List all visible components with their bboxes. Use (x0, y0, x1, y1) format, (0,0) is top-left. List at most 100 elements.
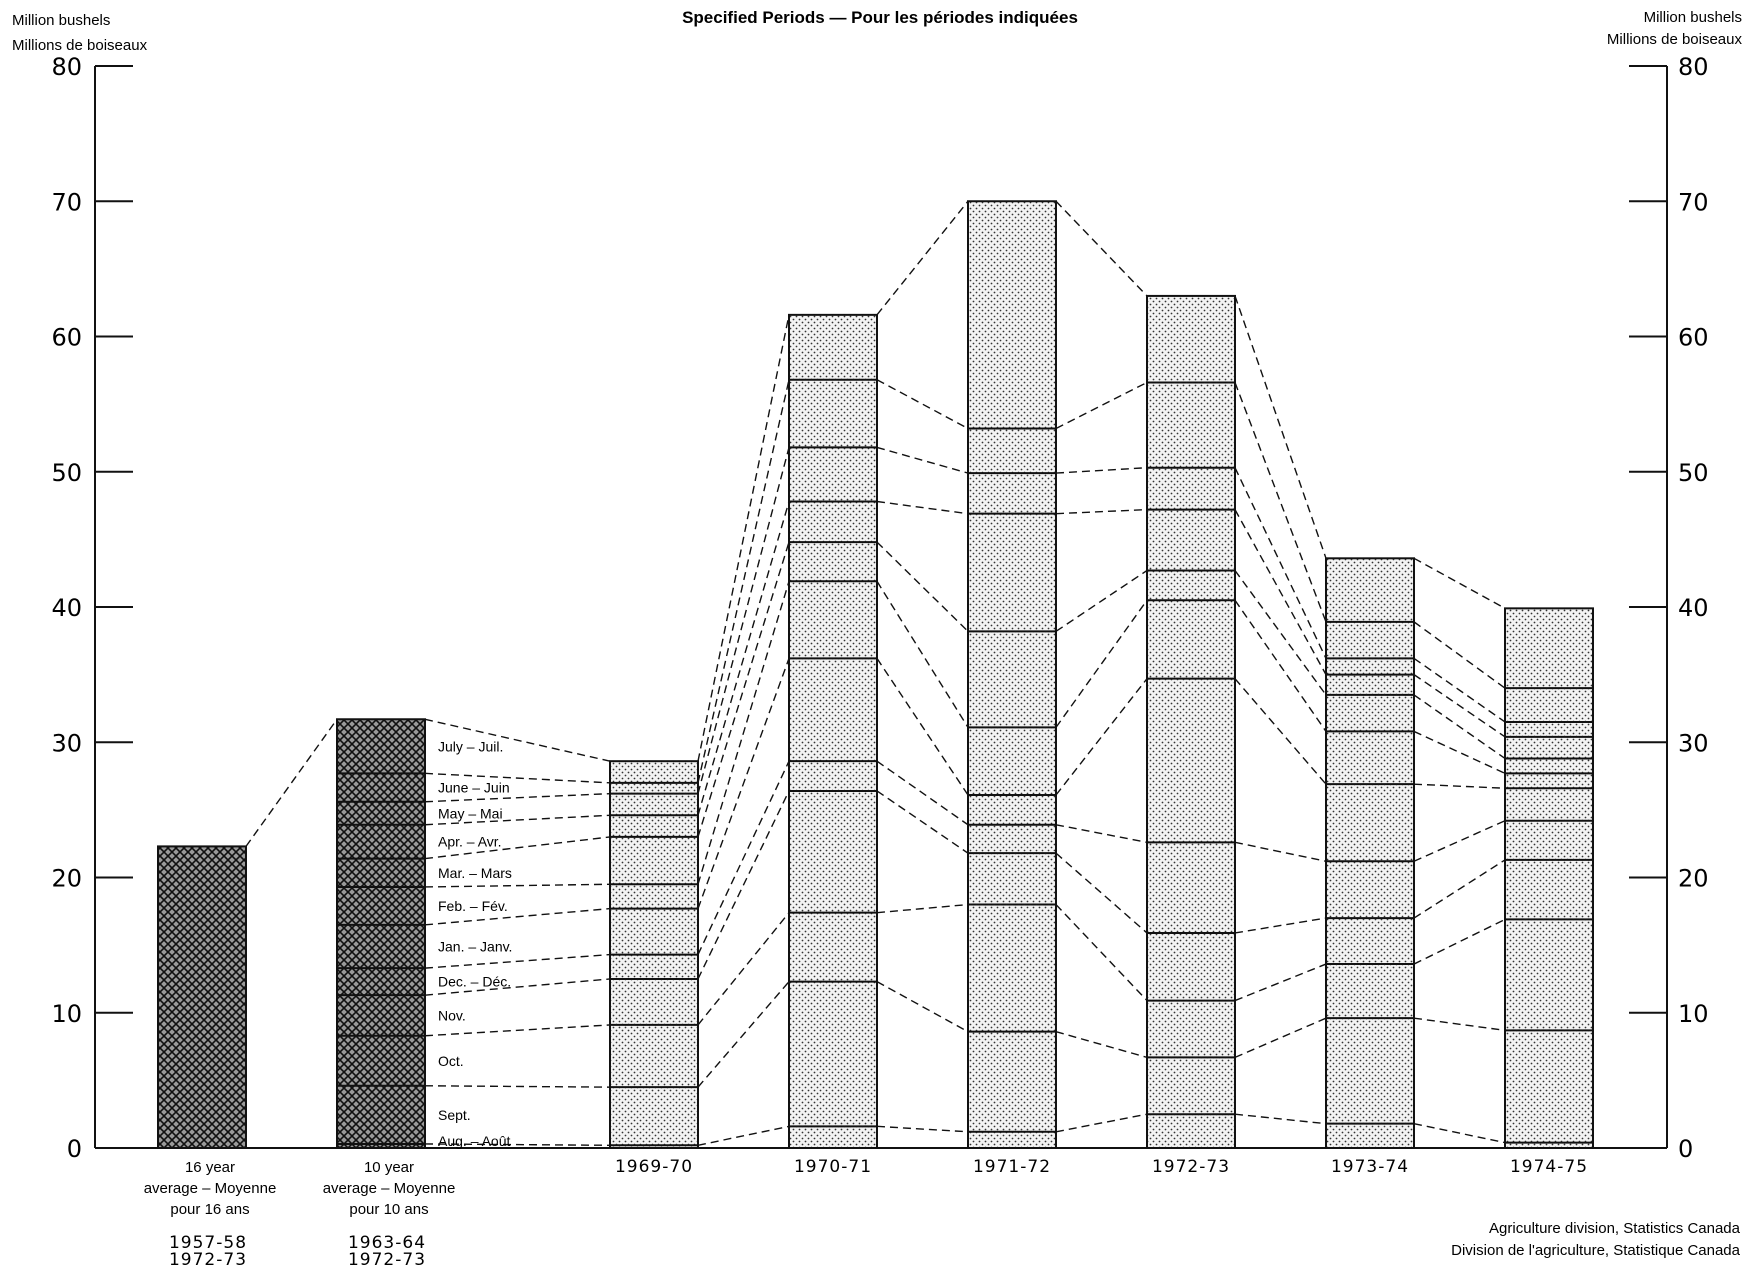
connector-line (697, 1125, 790, 1146)
bars (157, 200, 1594, 1150)
category-labels: 16 year average – Moyenne pour 16 ans 1957-… (144, 1157, 1588, 1269)
bar (967, 200, 1057, 1149)
category-period: 1957-58 (169, 1233, 247, 1253)
category-period: 1972-73 (169, 1250, 247, 1269)
connector-line (697, 447, 790, 794)
connector-line (1234, 1017, 1327, 1059)
connector-line (697, 541, 790, 838)
connector-line (876, 580, 969, 728)
category-label: 16 year (185, 1159, 235, 1176)
connector-line (697, 501, 790, 816)
bar (157, 845, 247, 1150)
connector-line (1234, 1113, 1327, 1125)
connector-line (1413, 820, 1506, 862)
right-tick-label: 60 (1678, 324, 1709, 352)
bar (788, 313, 878, 1149)
month-label: Nov. (438, 1007, 466, 1023)
connector-line (697, 790, 790, 980)
connector-line (1413, 657, 1506, 723)
connector-line (245, 718, 338, 847)
connector-line (424, 792, 611, 803)
left-tick-label: 50 (51, 459, 82, 487)
category-period: 1972-73 (348, 1250, 426, 1269)
right-tick-label: 30 (1678, 729, 1709, 757)
connector-line (697, 581, 790, 885)
connector-line (1055, 1031, 1148, 1059)
left-tick-label: 0 (67, 1135, 82, 1163)
connector-line (876, 500, 969, 515)
source-credit-fr: Division de l'agriculture, Statistique C… (1451, 1242, 1741, 1259)
connector-line (1413, 557, 1506, 609)
month-label: July – Juil. (438, 738, 503, 754)
category-period: 1963-64 (348, 1233, 426, 1253)
connector-line (876, 446, 969, 474)
bar (1146, 294, 1236, 1149)
connector-line (876, 790, 969, 854)
connector-line (876, 981, 969, 1033)
connector-line (1055, 381, 1148, 430)
connector-line (424, 1085, 611, 1088)
category-label: 1972-73 (1152, 1157, 1230, 1177)
connector-line (1055, 1113, 1148, 1133)
left-tick-label: 60 (51, 324, 82, 352)
category-label: 1973-74 (1331, 1157, 1409, 1177)
connector-line (424, 907, 611, 926)
right-tick-label: 80 (1678, 53, 1709, 81)
category-label: average – Moyenne (323, 1180, 456, 1197)
connector-line (424, 814, 611, 826)
connector-lines (245, 200, 1506, 1146)
connector-line (697, 981, 790, 1088)
connector-line (424, 953, 611, 969)
left-tick-label: 80 (51, 53, 82, 81)
right-tick-label: 70 (1678, 188, 1709, 216)
connector-line (876, 903, 969, 914)
left-unit-label-fr: Millions de boiseaux (12, 37, 148, 54)
connector-line (1413, 674, 1506, 738)
month-label: Mar. – Mars (438, 865, 512, 881)
connector-line (1234, 841, 1327, 862)
connector-line (1234, 382, 1327, 623)
connector-line (1413, 918, 1506, 965)
connector-line (1234, 467, 1327, 659)
connector-line (697, 379, 790, 783)
connector-line (1413, 621, 1506, 689)
connector-line (424, 883, 611, 888)
category-label: 1974-75 (1510, 1157, 1588, 1177)
right-tick-label: 40 (1678, 594, 1709, 622)
connector-line (1413, 730, 1506, 774)
connector-line (1234, 917, 1327, 934)
category-label: pour 16 ans (170, 1201, 249, 1218)
right-unit-label-fr: Millions de boiseaux (1607, 31, 1743, 48)
category-label: 1969-70 (615, 1157, 693, 1177)
month-label: Jan. – Janv. (438, 938, 512, 954)
category-label: 10 year (364, 1159, 414, 1176)
left-tick-label: 30 (51, 729, 82, 757)
connector-line (1234, 963, 1327, 1002)
axes: 0 0 10 10 20 20 30 30 40 40 50 50 60 60 70 70 80 80 (51, 53, 1708, 1163)
connector-line (1055, 508, 1148, 515)
connector-line (697, 912, 790, 1026)
right-tick-label: 50 (1678, 459, 1709, 487)
connector-line (876, 658, 969, 796)
connector-line (876, 541, 969, 632)
left-tick-label: 70 (51, 188, 82, 216)
connector-line (424, 978, 611, 996)
right-tick-label: 20 (1678, 865, 1709, 893)
category-label: 1971-72 (973, 1157, 1051, 1177)
connector-line (1413, 859, 1506, 919)
category-label: average – Moyenne (144, 1180, 277, 1197)
category-label: pour 10 ans (349, 1201, 428, 1218)
connector-line (697, 314, 790, 762)
connector-line (1055, 466, 1148, 474)
connector-line (876, 200, 969, 316)
connector-line (1055, 200, 1148, 297)
connector-line (876, 1125, 969, 1133)
bar (1504, 607, 1594, 1149)
month-label: Feb. – Fév. (438, 898, 508, 914)
connector-line (1234, 295, 1327, 559)
connector-line (1055, 904, 1148, 1002)
bar (336, 718, 426, 1149)
right-tick-label: 0 (1678, 1135, 1693, 1163)
connector-line (424, 1024, 611, 1037)
month-label: Dec. – Déc. (438, 974, 511, 990)
